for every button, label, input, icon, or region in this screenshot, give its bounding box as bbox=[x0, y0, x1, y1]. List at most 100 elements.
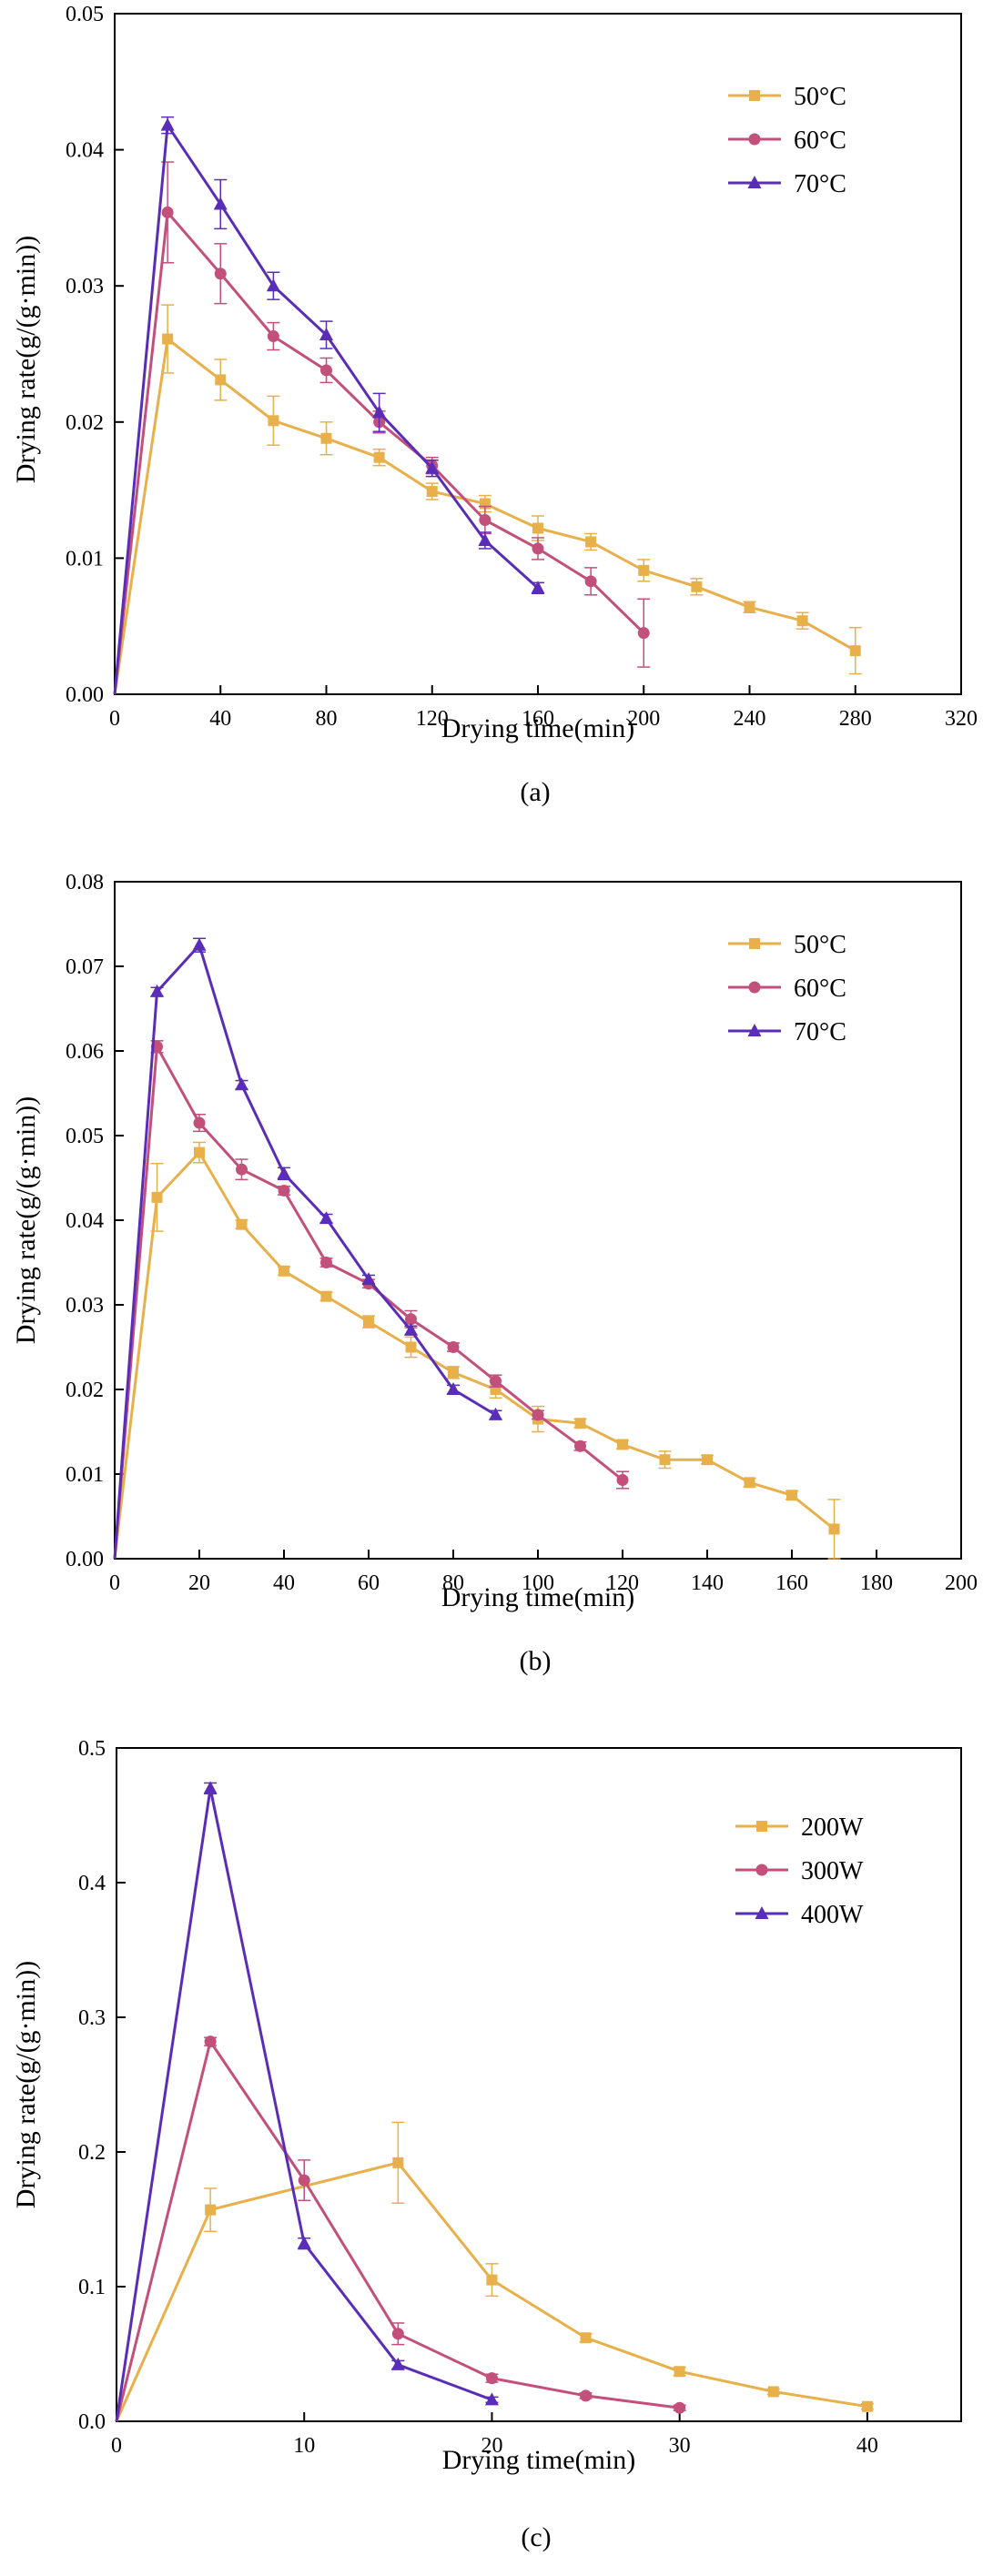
legend-swatch-marker bbox=[756, 1821, 767, 1832]
marker-circle bbox=[161, 206, 174, 218]
legend-label: 50°C bbox=[794, 931, 846, 959]
legend-swatch-marker bbox=[747, 1024, 762, 1036]
legend-swatch-marker bbox=[755, 1906, 769, 1919]
marker-circle bbox=[320, 364, 332, 377]
marker-square bbox=[532, 522, 543, 534]
marker-square bbox=[638, 564, 650, 576]
marker-square bbox=[767, 2386, 779, 2398]
marker-triangle bbox=[478, 532, 492, 546]
marker-circle bbox=[214, 268, 227, 280]
y-tick-label: 0.03 bbox=[66, 275, 104, 298]
marker-square bbox=[849, 645, 861, 657]
marker-circle bbox=[278, 1184, 290, 1197]
y-tick-label: 0.3 bbox=[78, 2006, 106, 2030]
series-2 bbox=[113, 116, 545, 695]
legend-item: 400W bbox=[735, 1901, 864, 1929]
y-axis-title: Drying rate(g/(g·min)) bbox=[11, 236, 41, 483]
marker-square bbox=[392, 2157, 404, 2168]
y-tick-label: 0.4 bbox=[78, 1872, 106, 1895]
legend: 50°C 60°C 70°C bbox=[728, 83, 846, 198]
marker-square bbox=[151, 1191, 163, 1203]
marker-triangle bbox=[160, 117, 175, 131]
y-tick-label: 0.0 bbox=[78, 2410, 106, 2434]
x-tick-label: 40 bbox=[273, 1571, 295, 1595]
y-tick-label: 0.01 bbox=[66, 1463, 104, 1487]
series-line bbox=[113, 1045, 623, 1560]
x-axis-title: Drying time(min) bbox=[441, 1582, 634, 1612]
marker-triangle bbox=[235, 1077, 248, 1091]
y-tick-label: 0.04 bbox=[66, 139, 104, 163]
series-0 bbox=[113, 304, 862, 695]
series-line bbox=[115, 2161, 868, 2422]
marker-triangle bbox=[150, 984, 164, 997]
x-tick-label: 160 bbox=[775, 1571, 808, 1595]
series-0 bbox=[115, 2121, 874, 2422]
marker-square bbox=[268, 415, 279, 427]
x-tick-label: 60 bbox=[358, 1571, 380, 1595]
legend-label: 70°C bbox=[794, 170, 846, 198]
marker-triangle bbox=[266, 278, 280, 292]
series-1 bbox=[113, 1040, 629, 1560]
marker-triangle bbox=[404, 1322, 418, 1336]
marker-square bbox=[320, 432, 332, 444]
x-tick-label: 0 bbox=[109, 707, 120, 731]
chart-panel-0: 0 40 80 120 160 200 240 280 320 0.00 0.01 0.02 0.03 0… bbox=[11, 3, 978, 807]
x-tick-label: 200 bbox=[627, 707, 660, 731]
x-tick-label: 40 bbox=[856, 2434, 878, 2458]
marker-circle bbox=[391, 2328, 404, 2340]
legend-swatch-marker bbox=[749, 938, 760, 949]
marker-square bbox=[426, 486, 438, 498]
y-tick-label: 0.07 bbox=[66, 955, 104, 979]
legend-label: 60°C bbox=[794, 975, 846, 1003]
series-line bbox=[113, 944, 497, 1560]
series-1 bbox=[115, 2036, 686, 2422]
marker-triangle bbox=[425, 460, 440, 474]
marker-square bbox=[796, 615, 808, 627]
chart-panel-1: 0 20 40 60 80 100 120 140 160 180 200 0.00 0.01 0.02 0… bbox=[11, 871, 978, 1676]
x-tick-label: 120 bbox=[606, 1571, 639, 1595]
legend-item: 50°C bbox=[728, 83, 846, 111]
marker-circle bbox=[267, 330, 279, 343]
series-line bbox=[113, 1151, 836, 1560]
marker-square bbox=[744, 1477, 755, 1489]
marker-circle bbox=[320, 1257, 332, 1268]
legend-swatch-marker bbox=[747, 176, 762, 188]
y-axis-title: Drying rate(g/(g·min)) bbox=[11, 1096, 41, 1344]
marker-triangle bbox=[390, 2357, 405, 2370]
marker-square bbox=[279, 1265, 289, 1277]
x-tick-label: 140 bbox=[691, 1571, 724, 1595]
y-tick-label: 0.08 bbox=[66, 871, 104, 894]
marker-circle bbox=[674, 2401, 686, 2414]
legend-item: 60°C bbox=[728, 126, 846, 155]
y-tick-label: 0.02 bbox=[66, 411, 104, 435]
x-tick-label: 0 bbox=[109, 1571, 120, 1595]
marker-triangle bbox=[361, 1272, 376, 1286]
legend-label: 60°C bbox=[794, 126, 846, 155]
y-axis-title: Drying rate(g/(g·min)) bbox=[11, 1961, 41, 2208]
series-2 bbox=[113, 937, 502, 1560]
marker-circle bbox=[236, 1163, 248, 1176]
marker-square bbox=[786, 1490, 797, 1501]
marker-square bbox=[674, 2366, 685, 2378]
legend-label: 50°C bbox=[794, 83, 846, 111]
marker-circle bbox=[637, 627, 650, 640]
y-tick-label: 0.00 bbox=[66, 1548, 104, 1571]
x-axis-title: Drying time(min) bbox=[442, 2445, 635, 2475]
marker-circle bbox=[616, 1474, 629, 1487]
x-tick-label: 240 bbox=[734, 707, 766, 731]
marker-circle bbox=[584, 575, 597, 588]
marker-circle bbox=[298, 2174, 310, 2187]
marker-circle bbox=[580, 2389, 593, 2402]
legend: 200W 300W 400W bbox=[735, 1813, 864, 1929]
y-tick-label: 0.06 bbox=[66, 1040, 104, 1064]
marker-triangle bbox=[319, 1211, 333, 1225]
x-tick-label: 10 bbox=[293, 2434, 315, 2458]
legend-swatch-marker bbox=[748, 981, 761, 994]
x-tick-label: 160 bbox=[522, 707, 554, 731]
x-tick-label: 320 bbox=[945, 707, 978, 731]
marker-circle bbox=[532, 1409, 544, 1421]
chart-panel-2: 0 10 20 30 40 0.0 0.1 0.2 0.3 0.4 0.5 Drying time(m… bbox=[11, 1737, 962, 2552]
marker-square bbox=[405, 1341, 417, 1353]
marker-circle bbox=[479, 514, 492, 527]
marker-square bbox=[828, 1523, 840, 1535]
